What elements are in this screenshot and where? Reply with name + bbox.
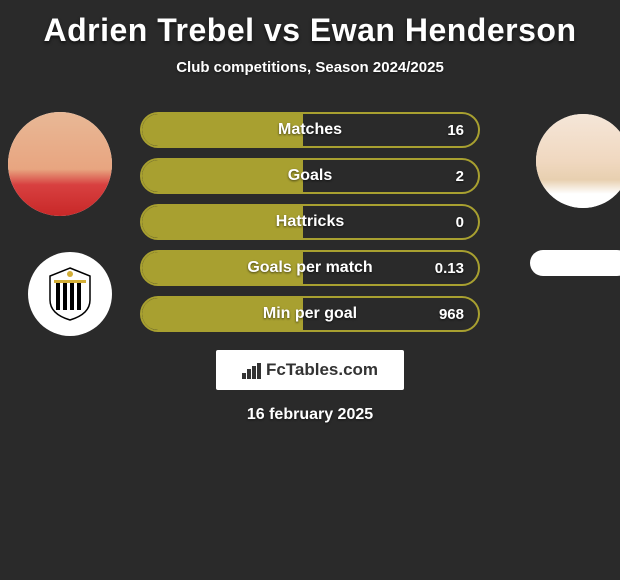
stat-label: Min per goal — [263, 305, 357, 323]
brand-text: FcTables.com — [266, 360, 378, 379]
stat-label: Goals per match — [247, 259, 372, 277]
stat-row: Goals per match 0.13 — [140, 250, 480, 286]
stat-value: 2 — [456, 168, 464, 185]
stat-label: Goals — [288, 167, 332, 185]
header: Adrien Trebel vs Ewan Henderson Club com… — [0, 0, 620, 84]
footer-date: 16 february 2025 — [0, 406, 620, 424]
comparison-content: Matches 16 Goals 2 Hattricks 0 Goals per… — [0, 112, 620, 342]
brand-badge: FcTables.com — [216, 350, 404, 390]
page-subtitle: Club competitions, Season 2024/2025 — [0, 59, 620, 76]
club-crest-left — [28, 252, 112, 336]
stat-row: Hattricks 0 — [140, 204, 480, 240]
stat-fill-bar — [142, 160, 303, 192]
face-icon — [8, 112, 112, 216]
stat-value: 16 — [447, 122, 464, 139]
chart-icon — [242, 363, 262, 379]
stats-list: Matches 16 Goals 2 Hattricks 0 Goals per… — [140, 112, 480, 342]
crest-icon — [40, 264, 100, 324]
page-title: Adrien Trebel vs Ewan Henderson — [0, 12, 620, 49]
stat-value: 0 — [456, 214, 464, 231]
stat-row: Goals 2 — [140, 158, 480, 194]
club-badge-right — [530, 250, 620, 276]
stat-row: Matches 16 — [140, 112, 480, 148]
stat-row: Min per goal 968 — [140, 296, 480, 332]
player-right-avatar — [536, 114, 620, 208]
stat-value: 0.13 — [435, 260, 464, 277]
player-left-avatar — [8, 112, 112, 216]
footer: FcTables.com 16 february 2025 — [0, 350, 620, 424]
stat-label: Matches — [278, 121, 342, 139]
stat-value: 968 — [439, 306, 464, 323]
stat-label: Hattricks — [276, 213, 344, 231]
face-icon — [536, 114, 620, 208]
